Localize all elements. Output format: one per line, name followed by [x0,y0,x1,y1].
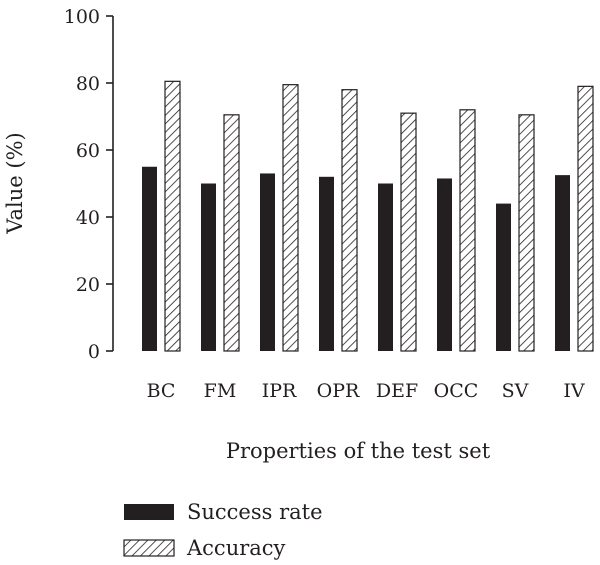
success-rate-bar [260,173,275,351]
success-rate-bar [555,175,570,351]
x-tick-label: SV [502,380,529,402]
success-rate-bar [496,203,511,351]
accuracy-bar [459,109,476,352]
x-tick-label: OCC [434,380,479,402]
y-tick-label: 0 [88,341,100,363]
y-tick-label: 100 [64,6,100,28]
legend-swatch-accuracy [123,539,175,557]
y-tick-label: 20 [76,274,100,296]
legend: Success rate Accuracy [123,500,323,560]
x-tick-label: IV [563,380,585,402]
y-tick-label: 80 [76,73,100,95]
bars [142,80,594,352]
x-tick-label: BC [147,380,176,402]
legend-swatch-success-rate [124,504,174,520]
axes: 0 20 40 60 80 100 BC FM IPR OPR DEF OCC SV IV [64,6,585,402]
x-tick-label: DEF [376,380,418,402]
x-tick-label: IPR [262,380,297,402]
x-tick-label: OPR [317,380,360,402]
success-rate-bar [437,178,452,351]
accuracy-bar [341,89,358,352]
x-axis-title: Properties of the test set [226,439,491,463]
accuracy-bar [400,112,417,352]
accuracy-bar [164,80,181,352]
success-rate-bar [378,183,393,351]
legend-label: Accuracy [186,536,286,560]
y-axis-title: Value (%) [3,132,27,234]
y-tick-label: 40 [76,207,100,229]
accuracy-bar [518,114,535,352]
success-rate-bar [319,176,334,351]
accuracy-bar [223,114,240,352]
axis-labels: Properties of the test set Value (%) [3,132,491,463]
accuracy-bar [282,84,299,352]
legend-label: Success rate [187,500,323,524]
x-tick-label: FM [204,380,237,402]
accuracy-bar [577,85,594,352]
y-tick-label: 60 [76,140,100,162]
success-rate-bar [201,183,216,351]
success-rate-bar [142,166,157,351]
